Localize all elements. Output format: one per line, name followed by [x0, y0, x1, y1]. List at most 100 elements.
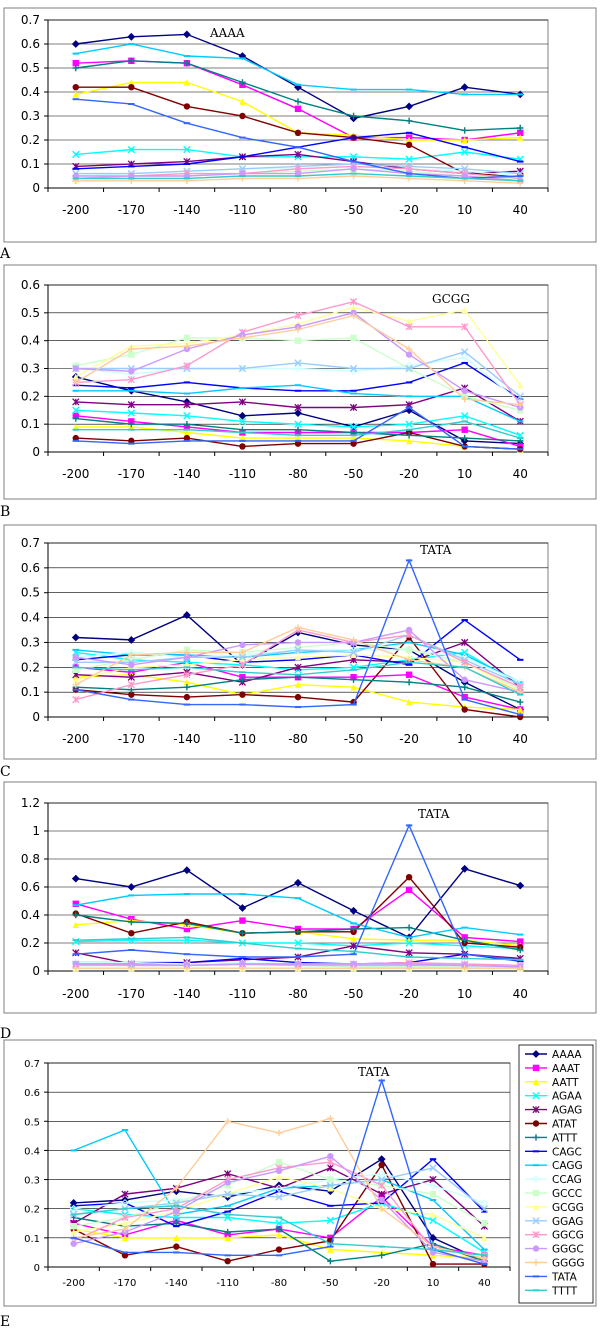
- series-tttt: [70, 1204, 488, 1257]
- y-tick-label: 0.3: [21, 362, 40, 376]
- legend-box: [518, 1044, 594, 1304]
- data-point: [350, 112, 357, 120]
- legend-label: TATA: [551, 1271, 578, 1283]
- x-tick-label: -200: [62, 987, 89, 1001]
- data-point: [275, 1184, 283, 1193]
- data-point: [350, 334, 357, 342]
- data-point: [461, 306, 468, 314]
- data-point: [294, 965, 302, 972]
- data-point: [173, 1243, 180, 1250]
- series-cagg: [72, 893, 524, 939]
- data-point: [239, 443, 246, 450]
- data-point: [460, 348, 469, 356]
- data-point: [128, 965, 135, 972]
- data-point: [128, 651, 135, 659]
- y-tick-label: 1.2: [21, 796, 40, 810]
- data-point: [127, 145, 136, 154]
- data-point: [72, 965, 79, 972]
- data-point: [128, 84, 135, 91]
- data-point: [275, 1219, 283, 1227]
- data-point: [183, 434, 191, 442]
- data-point: [429, 1260, 437, 1268]
- panel-c: 0 0.1 0.2 0.3 0.4 0.5 0.6 0.7 -200 -170 -140 -110 -8…: [3, 524, 597, 760]
- data-point: [460, 864, 469, 873]
- data-point: [405, 949, 413, 957]
- data-point: [349, 403, 358, 412]
- data-point: [326, 1164, 334, 1172]
- y-tick-label: 0.2: [24, 1205, 40, 1216]
- data-point: [224, 1228, 231, 1236]
- data-point: [72, 150, 80, 159]
- series-cagg: [72, 384, 524, 423]
- data-point: [121, 1220, 129, 1227]
- data-point: [239, 965, 246, 972]
- data-point: [516, 881, 525, 890]
- data-point: [405, 939, 413, 947]
- legend-label: AATT: [552, 1077, 579, 1089]
- y-tick-label: 0.2: [21, 660, 40, 674]
- data-point: [183, 60, 191, 67]
- legend-label: GGAG: [552, 1216, 583, 1228]
- data-point: [350, 165, 357, 172]
- data-point: [350, 925, 357, 933]
- data-point: [275, 1129, 283, 1137]
- x-tick-label: -20: [399, 732, 419, 746]
- x-tick-label: -170: [118, 467, 145, 481]
- data-point: [517, 129, 524, 136]
- data-point: [294, 337, 302, 344]
- data-point: [239, 649, 246, 656]
- data-point: [349, 298, 358, 306]
- y-tick-label: 0.7: [21, 536, 40, 550]
- data-point: [461, 395, 468, 403]
- data-point: [238, 417, 247, 426]
- y-tick-label: 0.1: [24, 1234, 40, 1245]
- data-point: [127, 681, 135, 689]
- x-tick-label: -20: [399, 467, 419, 481]
- data-point: [327, 1176, 334, 1183]
- y-tick-label: 0: [32, 445, 40, 459]
- data-point: [239, 79, 246, 86]
- data-point: [461, 965, 468, 972]
- data-point: [183, 679, 191, 686]
- data-point: [350, 935, 357, 942]
- data-point: [275, 1167, 283, 1175]
- data-point: [461, 426, 468, 433]
- panel-b: 0 0.1 0.2 0.3 0.4 0.5 0.6 -200 -170 -140 -110 -80 -5…: [3, 264, 597, 500]
- x-tick-label: 10: [457, 203, 472, 217]
- data-point: [350, 683, 357, 691]
- y-tick-label: 0: [32, 710, 40, 724]
- data-point: [183, 334, 191, 342]
- x-tick-label: 40: [513, 203, 528, 217]
- data-point: [517, 124, 524, 132]
- data-point: [517, 938, 524, 945]
- y-tick-label: 0.6: [21, 561, 40, 575]
- y-tick-label: 0.3: [21, 635, 40, 649]
- data-point: [378, 1196, 385, 1204]
- data-point: [460, 148, 469, 156]
- x-tick-label: -140: [173, 467, 200, 481]
- data-point: [327, 1153, 334, 1160]
- data-point: [517, 698, 524, 706]
- y-tick-label: 0.4: [21, 611, 40, 625]
- data-point: [350, 636, 357, 644]
- x-tick-label: -50: [344, 203, 364, 217]
- data-point: [326, 1158, 334, 1166]
- data-point: [378, 1205, 385, 1212]
- legend-marker: [532, 1203, 540, 1211]
- data-point: [183, 683, 191, 691]
- data-point: [183, 79, 191, 86]
- data-point: [275, 1173, 283, 1180]
- data-point: [183, 103, 191, 110]
- data-point: [405, 437, 413, 445]
- series-cagg: [72, 43, 524, 96]
- data-point: [183, 343, 191, 350]
- data-point: [128, 79, 135, 86]
- data-point: [294, 150, 302, 159]
- x-tick-label: -50: [322, 1278, 338, 1289]
- data-point: [429, 1249, 437, 1256]
- data-point: [461, 683, 468, 691]
- data-point: [223, 1190, 232, 1198]
- y-tick-label: 0.3: [21, 109, 40, 123]
- data-point: [405, 698, 413, 706]
- x-tick-label: -20: [399, 203, 419, 217]
